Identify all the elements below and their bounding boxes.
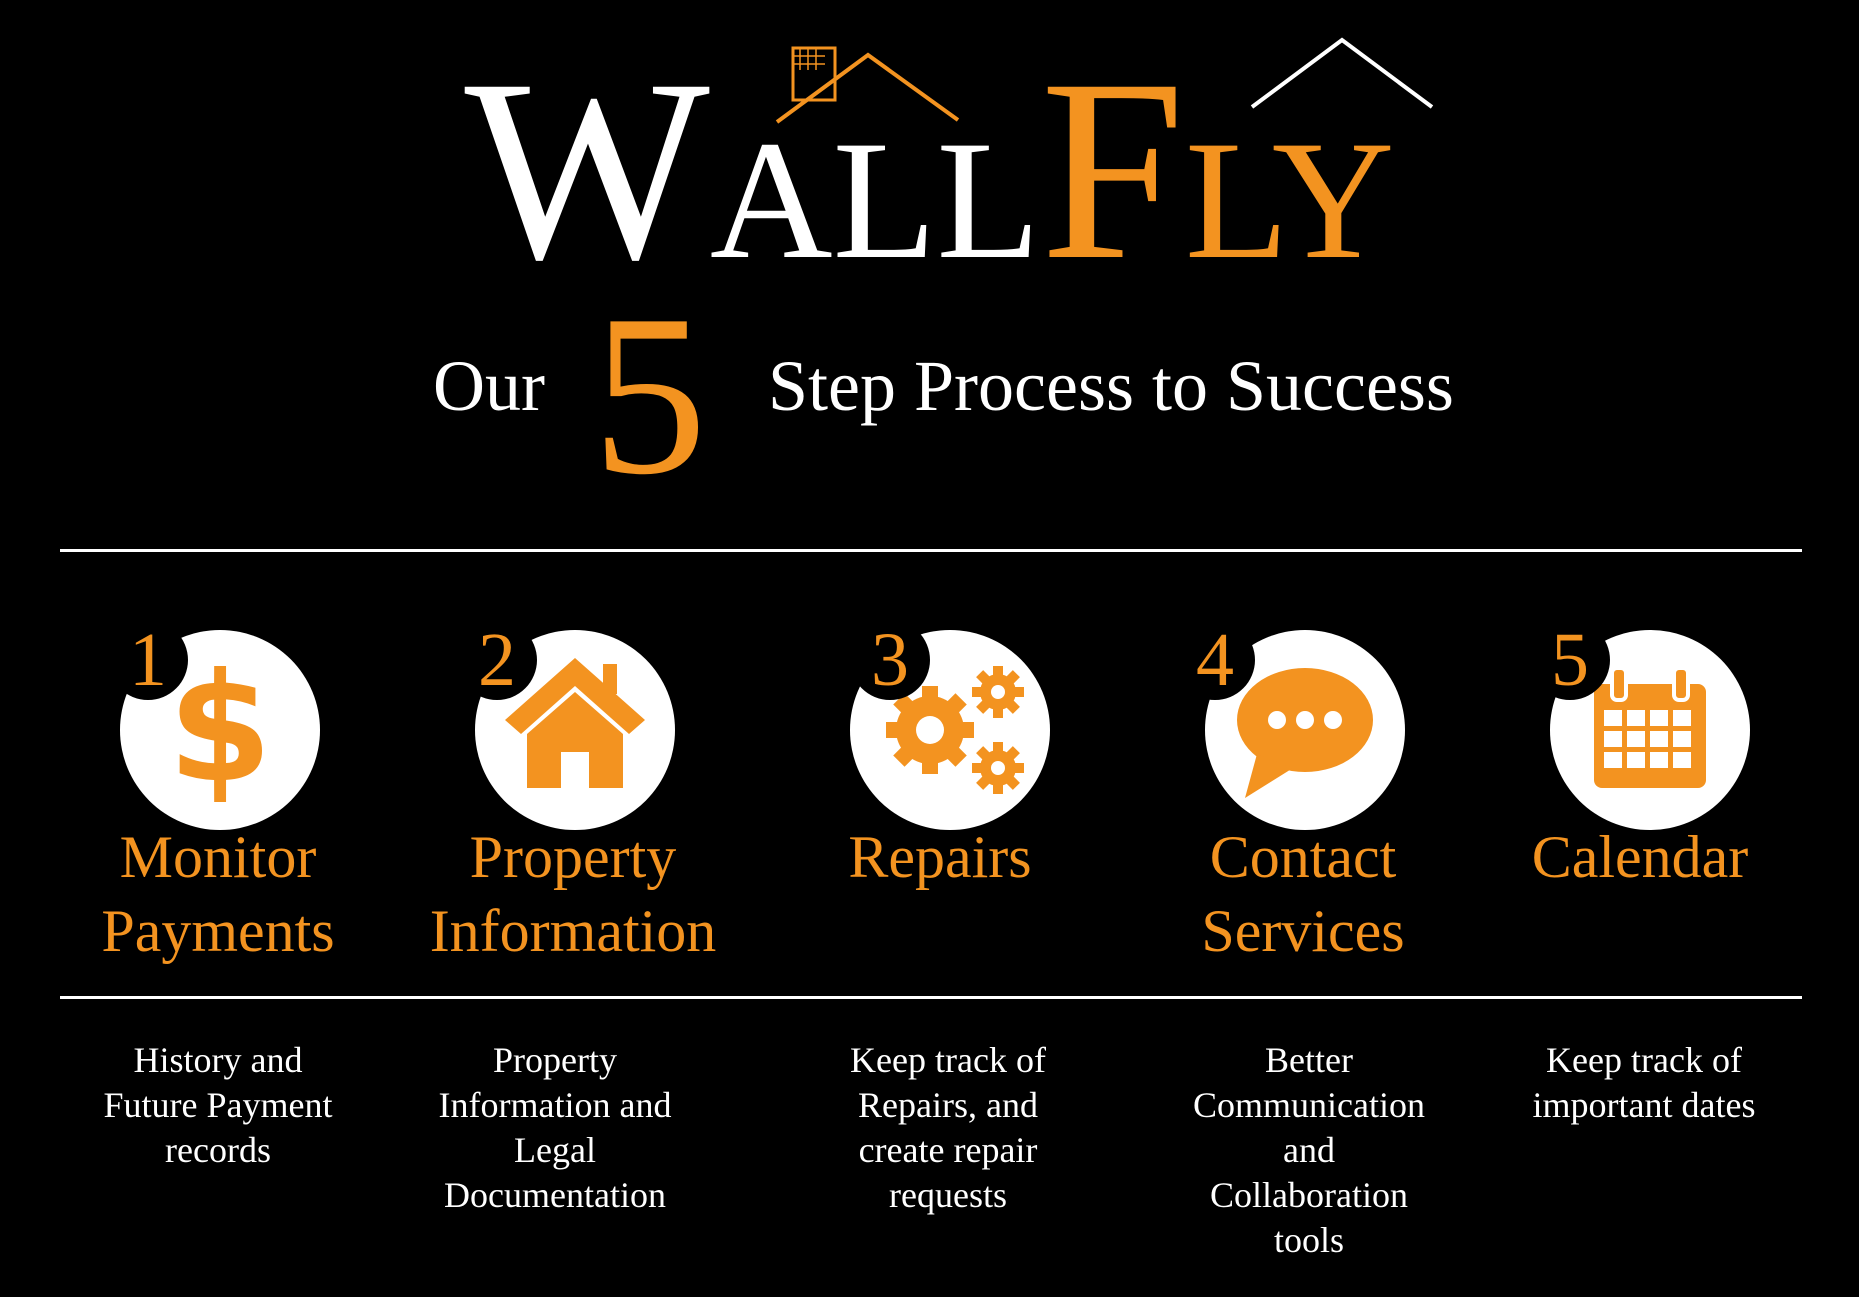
step-desc-line: Legal [514, 1130, 596, 1170]
step-description: History and Future Payment records [38, 1038, 398, 1173]
step-desc-line: Property [493, 1040, 617, 1080]
step-description: Keep track of important dates [1464, 1038, 1824, 1128]
step-number: 1 [108, 620, 188, 700]
step-monitor-payments: $ 1 Monitor Payments History and Future … [38, 600, 398, 1280]
step-desc-line: Information and [438, 1085, 672, 1125]
step-title-line1: Property [469, 824, 677, 890]
house-icon [505, 658, 645, 788]
step-desc-line: Future Payment [103, 1085, 333, 1125]
tagline-number: 5 [592, 267, 707, 522]
logo-wordmark: WALLFLY [0, 40, 1859, 300]
step-title-line2: Information [429, 898, 717, 964]
step-number: 3 [850, 620, 930, 700]
logo-letters-all: ALL [709, 106, 1041, 294]
step-desc-line: Keep track of [1546, 1040, 1742, 1080]
step-title-line1: Contact [1209, 824, 1397, 890]
step-desc-line: create repair [858, 1130, 1038, 1170]
step-desc-line: records [165, 1130, 271, 1170]
step-title: Property Information [393, 820, 753, 968]
step-title: Contact Services [1123, 820, 1483, 968]
tagline: Our 5 Step Process to Success [0, 280, 1859, 510]
step-title-line1: Monitor [119, 824, 317, 890]
step-description: Keep track of Repairs, and create repair… [768, 1038, 1128, 1218]
step-desc-line: requests [889, 1175, 1007, 1215]
step-number: 4 [1175, 620, 1255, 700]
step-desc-line: and [1283, 1130, 1335, 1170]
step-desc-line: History and [133, 1040, 303, 1080]
tagline-prefix: Our [433, 346, 545, 426]
step-repairs: 3 Repairs Keep track of Repairs, and cre… [768, 600, 1128, 1280]
bottom-divider [60, 996, 1802, 999]
step-title: Repairs [760, 820, 1120, 894]
step-desc-line: Better [1265, 1040, 1353, 1080]
step-description: Better Communication and Collaboration t… [1129, 1038, 1489, 1263]
chat-bubble-icon [1237, 668, 1373, 798]
logo-letter-w: W [464, 26, 710, 314]
step-calendar: 5 Calendar Keep track of important dates [1470, 600, 1830, 1280]
step-title-line2: Services [1201, 898, 1405, 964]
step-title-line1: Repairs [848, 824, 1032, 890]
step-desc-line: important dates [1532, 1085, 1756, 1125]
step-contact-services: 4 Contact Services Better Communication … [1123, 600, 1483, 1280]
wallfly-logo: WALLFLY [0, 0, 1859, 300]
step-property-information: 2 Property Information Property Informat… [393, 600, 753, 1280]
step-desc-line: Repairs, and [858, 1085, 1038, 1125]
gears-icon [886, 666, 1024, 794]
roof-outline-icon [775, 37, 1434, 124]
step-number: 5 [1530, 620, 1610, 700]
step-desc-line: Collaboration [1210, 1175, 1408, 1215]
step-desc-line: Communication [1193, 1085, 1425, 1125]
step-number: 2 [457, 620, 537, 700]
step-title-line2: Payments [101, 898, 335, 964]
step-desc-line: tools [1273, 1220, 1344, 1260]
step-title: Calendar [1460, 820, 1820, 894]
step-desc-line: Keep track of [850, 1040, 1046, 1080]
tagline-suffix: Step Process to Success [768, 346, 1454, 426]
step-description: Property Information and Legal Documenta… [375, 1038, 735, 1218]
logo-letters-ly: LY [1184, 106, 1395, 294]
calendar-icon [1594, 666, 1706, 788]
step-title-line1: Calendar [1531, 824, 1749, 890]
step-desc-line: Documentation [444, 1175, 666, 1215]
top-divider [60, 549, 1802, 552]
logo-letter-f: F [1040, 26, 1185, 314]
step-title: Monitor Payments [38, 820, 398, 968]
